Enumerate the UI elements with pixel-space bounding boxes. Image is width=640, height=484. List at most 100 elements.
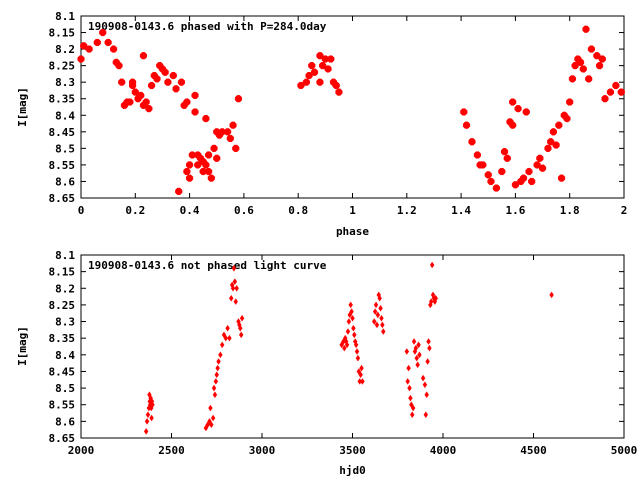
data-point (232, 278, 238, 285)
data-point (335, 88, 343, 96)
data-point (351, 324, 356, 332)
data-point (375, 311, 381, 319)
data-point (566, 98, 574, 106)
data-point (191, 91, 199, 99)
data-point (126, 98, 134, 106)
data-point (503, 154, 511, 162)
data-point (342, 344, 347, 352)
data-point (148, 81, 156, 90)
x-tick-label: 2500 (158, 444, 185, 457)
data-point (214, 371, 219, 379)
x-tick-label: 4500 (520, 444, 547, 457)
unphased-light-curve-panel: 2000 2500 3000 3500 4000 4500 5000 8.1 8.15 8.2 8.… (16, 249, 637, 477)
y-tick-label: 8.55 (49, 159, 76, 172)
data-point (479, 161, 487, 169)
data-point (413, 344, 419, 352)
data-point (595, 62, 604, 70)
data-point (210, 414, 216, 422)
data-point (202, 161, 210, 169)
data-point (563, 115, 571, 123)
x-tick-label: 1.2 (397, 204, 417, 217)
data-point (349, 308, 354, 315)
y-tick-label: 8.5 (55, 142, 75, 155)
data-point (429, 261, 435, 269)
data-point (205, 167, 213, 176)
data-point (484, 171, 492, 179)
y-tick-label: 8.2 (55, 43, 75, 56)
data-point (425, 358, 430, 365)
data-point (593, 52, 601, 60)
y-tick-label: 8.5 (55, 382, 75, 395)
x-axis-label: phase (336, 225, 369, 238)
data-point (405, 378, 410, 385)
y-tick-label: 8.3 (55, 316, 75, 329)
data-point (487, 177, 495, 186)
data-point (169, 71, 177, 80)
data-point (414, 354, 419, 362)
data-point (426, 338, 431, 345)
data-point (549, 128, 557, 136)
data-point (423, 411, 429, 419)
data-point (211, 384, 217, 392)
data-point (110, 45, 118, 53)
data-point (355, 354, 361, 362)
data-point (310, 68, 319, 76)
x-tick-label: 1.4 (451, 204, 471, 217)
data-point (233, 298, 238, 305)
data-point (227, 334, 232, 342)
data-point (142, 98, 150, 106)
x-tick-label: 3500 (339, 444, 366, 457)
data-point (344, 341, 350, 349)
y-tick-label: 8.45 (49, 365, 76, 378)
data-point (354, 348, 360, 355)
x-tick-label: 5000 (611, 444, 638, 457)
x-tick-label: 1 (349, 204, 356, 217)
data-point (498, 167, 506, 176)
data-point (115, 62, 123, 70)
y-tick-label: 8.65 (49, 432, 76, 445)
y-tick-label: 8.2 (55, 282, 75, 295)
data-point (118, 78, 126, 86)
data-point (85, 45, 93, 53)
data-point (372, 308, 378, 315)
data-point (568, 75, 576, 83)
data-point (500, 148, 509, 156)
data-point (137, 91, 145, 99)
data-point (234, 95, 243, 103)
chart-title: 190908-0143.6 phased with P=284.0day (88, 20, 327, 33)
data-point (424, 391, 429, 399)
data-point (509, 98, 517, 106)
data-point (612, 81, 620, 90)
x-tick-label: 0.8 (288, 204, 308, 217)
data-point (234, 284, 239, 292)
y-tick-label: 8.35 (49, 93, 76, 106)
data-point (177, 78, 186, 86)
data-point (582, 25, 590, 33)
data-point (598, 55, 606, 63)
data-point (139, 52, 148, 60)
data-point (210, 144, 218, 152)
data-point (544, 144, 552, 152)
data-point (183, 98, 191, 106)
data-point (378, 304, 383, 312)
y-tick-label: 8.1 (55, 10, 75, 23)
data-point (417, 351, 422, 359)
x-tick-label: 4000 (430, 444, 457, 457)
data-point (522, 108, 530, 116)
y-tick-label: 8.35 (49, 332, 76, 345)
y-tick-label: 8.25 (49, 60, 76, 73)
y-tick-label: 8.15 (49, 27, 76, 40)
data-point (409, 411, 415, 419)
data-point (208, 404, 213, 412)
data-point (207, 174, 215, 182)
data-point (149, 414, 154, 422)
data-point (359, 364, 364, 372)
y-tick-label: 8.3 (55, 76, 75, 89)
data-point (415, 361, 420, 369)
y-tick-label: 8.45 (49, 126, 76, 139)
data-point (161, 68, 169, 76)
data-point (460, 108, 468, 116)
data-point (228, 294, 234, 302)
